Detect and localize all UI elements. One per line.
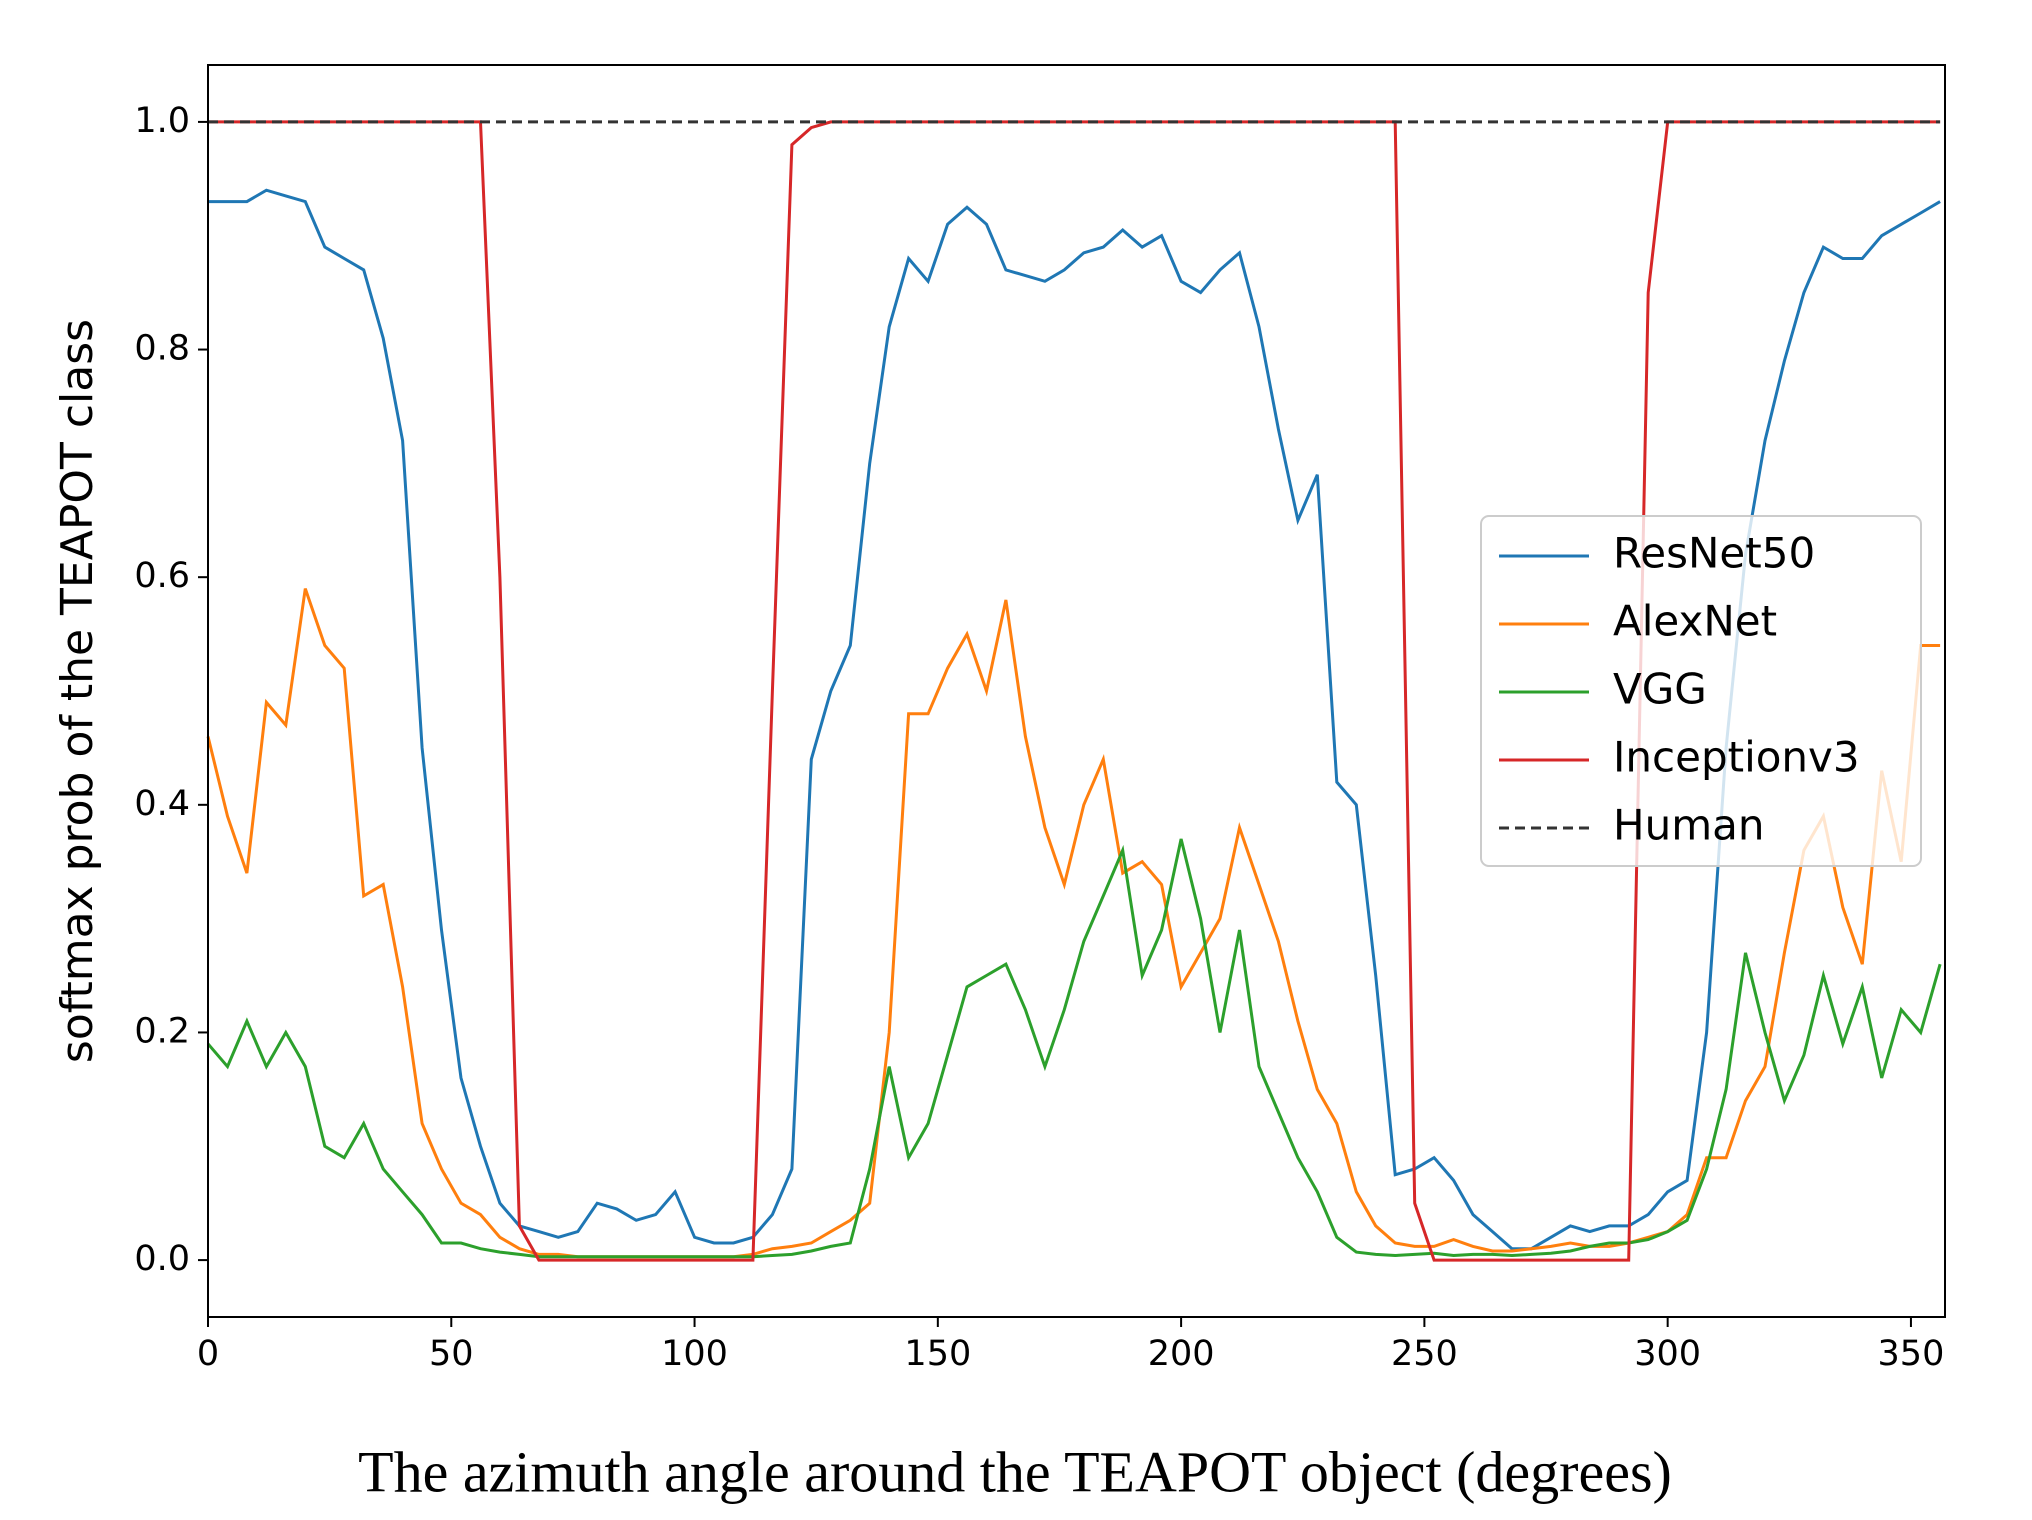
y-tick-label: 0.8 xyxy=(134,329,190,369)
x-tick-label: 0 xyxy=(197,1334,219,1374)
y-tick-label: 0.6 xyxy=(134,556,190,596)
series-line xyxy=(206,588,1941,1259)
series-line xyxy=(208,188,1941,1251)
x-axis-label: The azimuth angle around the TEAPOT obje… xyxy=(358,1439,1672,1504)
plot-frame xyxy=(207,64,1946,1318)
legend-label: VGG xyxy=(1613,665,1707,714)
legend-label: ResNet50 xyxy=(1613,529,1815,578)
y-axis-label: softmax prob of the TEAPOT class xyxy=(52,319,103,1063)
y-tick-label: 0.2 xyxy=(134,1011,190,1051)
x-tick-label: 200 xyxy=(1148,1334,1215,1374)
x-tick-label: 100 xyxy=(661,1334,728,1374)
x-tick-label: 50 xyxy=(429,1334,474,1374)
x-tick-label: 150 xyxy=(904,1334,971,1374)
y-tick-label: 1.0 xyxy=(134,101,190,141)
x-tick-label: 300 xyxy=(1634,1334,1701,1374)
y-tick-label: 0.4 xyxy=(134,784,190,824)
x-tick-label: 350 xyxy=(1878,1334,1945,1374)
y-tick-label: 0.0 xyxy=(134,1239,190,1279)
legend-label: AlexNet xyxy=(1613,597,1777,646)
legend-label: Human xyxy=(1613,801,1764,850)
legend-box xyxy=(1480,515,1922,867)
x-tick-label: 250 xyxy=(1391,1334,1458,1374)
series-line xyxy=(206,838,1942,1259)
legend-label: Inceptionv3 xyxy=(1613,733,1860,782)
